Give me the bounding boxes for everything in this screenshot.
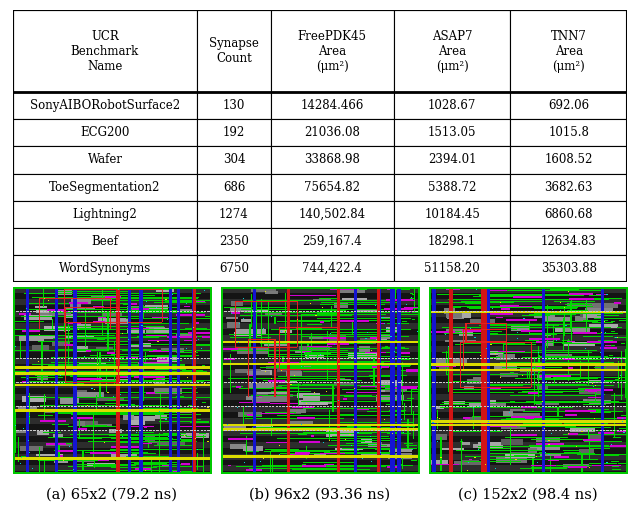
Text: (c) 152x2 (98.4 ns): (c) 152x2 (98.4 ns) (458, 487, 598, 502)
Text: 3682.63: 3682.63 (545, 181, 593, 194)
Text: 686: 686 (223, 181, 245, 194)
Text: 10184.45: 10184.45 (424, 208, 480, 221)
Text: FreePDK45
Area
(μm²): FreePDK45 Area (μm²) (298, 30, 367, 73)
Bar (197, 255, 271, 282)
Text: 18298.1: 18298.1 (428, 235, 476, 248)
Bar (197, 174, 271, 201)
Bar (271, 174, 394, 201)
Bar (271, 146, 394, 174)
Text: 130: 130 (223, 99, 245, 112)
Text: 51158.20: 51158.20 (424, 262, 480, 275)
Text: 304: 304 (223, 153, 245, 166)
Text: 140,502.84: 140,502.84 (299, 208, 366, 221)
Bar (13, 255, 197, 282)
Text: 744,422.4: 744,422.4 (303, 262, 362, 275)
Text: (b) 96x2 (93.36 ns): (b) 96x2 (93.36 ns) (250, 487, 390, 502)
Bar (13, 92, 197, 119)
Text: Beef: Beef (92, 235, 118, 248)
Text: SonyAIBORobotSurface2: SonyAIBORobotSurface2 (30, 99, 180, 112)
Text: TNN7
Area
(μm²): TNN7 Area (μm²) (551, 30, 587, 73)
Bar (271, 10, 394, 92)
Bar (394, 228, 511, 255)
Bar (13, 228, 197, 255)
Bar (13, 119, 197, 147)
Text: 1274: 1274 (219, 208, 249, 221)
Bar (13, 174, 197, 201)
Bar (394, 255, 511, 282)
Text: ToeSegmentation2: ToeSegmentation2 (49, 181, 161, 194)
Text: 6860.68: 6860.68 (545, 208, 593, 221)
Text: 6750: 6750 (219, 262, 249, 275)
Bar (13, 146, 197, 174)
Text: 5388.72: 5388.72 (428, 181, 476, 194)
Bar (271, 228, 394, 255)
Text: 1028.67: 1028.67 (428, 99, 476, 112)
Text: 692.06: 692.06 (548, 99, 589, 112)
Bar (511, 228, 627, 255)
Text: Lightning2: Lightning2 (72, 208, 138, 221)
Text: 2394.01: 2394.01 (428, 153, 476, 166)
Text: 2350: 2350 (219, 235, 249, 248)
Text: ECG200: ECG200 (80, 126, 130, 139)
Text: 192: 192 (223, 126, 245, 139)
Text: 12634.83: 12634.83 (541, 235, 596, 248)
Text: UCR
Benchmark
Name: UCR Benchmark Name (71, 30, 139, 73)
Text: 14284.466: 14284.466 (301, 99, 364, 112)
Bar (394, 10, 511, 92)
Bar (511, 174, 627, 201)
Bar (511, 255, 627, 282)
Bar (13, 200, 197, 228)
Text: 1513.05: 1513.05 (428, 126, 476, 139)
Bar (271, 255, 394, 282)
Text: 1015.8: 1015.8 (548, 126, 589, 139)
Bar (394, 92, 511, 119)
Text: (a) 65x2 (79.2 ns): (a) 65x2 (79.2 ns) (47, 487, 177, 502)
Bar (197, 146, 271, 174)
Text: ASAP7
Area
(μm²): ASAP7 Area (μm²) (432, 30, 472, 73)
Text: 21036.08: 21036.08 (305, 126, 360, 139)
Text: Synapse
Count: Synapse Count (209, 37, 259, 65)
Bar (511, 200, 627, 228)
Text: Wafer: Wafer (88, 153, 122, 166)
Text: 35303.88: 35303.88 (541, 262, 597, 275)
Bar (271, 92, 394, 119)
Text: 75654.82: 75654.82 (304, 181, 360, 194)
Bar (394, 200, 511, 228)
Bar (511, 119, 627, 147)
Bar (271, 200, 394, 228)
Bar (197, 10, 271, 92)
Bar (511, 92, 627, 119)
Text: 1608.52: 1608.52 (545, 153, 593, 166)
Text: 33868.98: 33868.98 (305, 153, 360, 166)
Text: WordSynonyms: WordSynonyms (59, 262, 151, 275)
Bar (271, 119, 394, 147)
Bar (197, 200, 271, 228)
Bar (511, 10, 627, 92)
Bar (394, 119, 511, 147)
Text: 259,167.4: 259,167.4 (303, 235, 362, 248)
Bar (511, 146, 627, 174)
Bar (197, 92, 271, 119)
Bar (394, 146, 511, 174)
Bar (394, 174, 511, 201)
Bar (197, 228, 271, 255)
Bar (13, 10, 197, 92)
Bar (197, 119, 271, 147)
